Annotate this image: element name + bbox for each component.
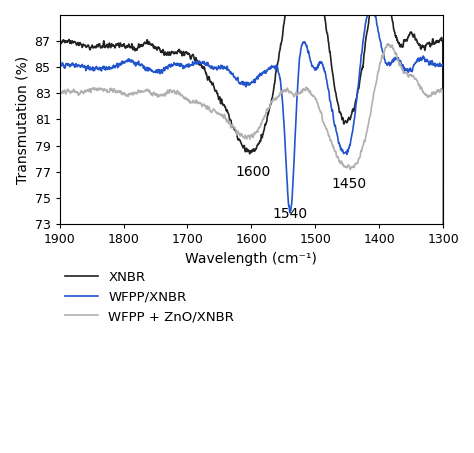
- XNBR: [186, 52, 191, 57]
- Line: WFPP + ZnO/XNBR: WFPP + ZnO/XNBR: [60, 43, 443, 453]
- WFPP/XNBR: [121, 60, 127, 65]
- WFPP + ZnO/XNBR: [223, 116, 229, 121]
- WFPP/XNBR: [186, 64, 191, 70]
- WFPP/XNBR: [266, 66, 272, 72]
- Text: 1540: 1540: [272, 207, 307, 221]
- XNBR: [258, 134, 264, 140]
- Legend: XNBR, WFPP/XNBR, WFPP + ZnO/XNBR: XNBR, WFPP/XNBR, WFPP + ZnO/XNBR: [60, 266, 239, 328]
- XNBR: [57, 418, 63, 423]
- XNBR: [121, 41, 127, 47]
- WFPP + ZnO/XNBR: [266, 106, 272, 111]
- Text: 1450: 1450: [331, 177, 366, 191]
- Line: XNBR: XNBR: [60, 0, 443, 420]
- Text: 1600: 1600: [235, 165, 270, 179]
- Line: WFPP/XNBR: WFPP/XNBR: [60, 7, 443, 453]
- WFPP + ZnO/XNBR: [186, 99, 191, 104]
- WFPP + ZnO/XNBR: [57, 450, 63, 453]
- Y-axis label: Transmutation (%): Transmutation (%): [15, 55, 29, 183]
- XNBR: [266, 108, 272, 113]
- WFPP + ZnO/XNBR: [385, 41, 391, 46]
- WFPP/XNBR: [223, 65, 229, 71]
- WFPP/XNBR: [108, 66, 113, 72]
- WFPP/XNBR: [440, 62, 446, 67]
- XNBR: [223, 107, 229, 112]
- WFPP + ZnO/XNBR: [258, 120, 264, 126]
- WFPP + ZnO/XNBR: [440, 450, 446, 453]
- XNBR: [440, 417, 446, 422]
- WFPP + ZnO/XNBR: [121, 90, 127, 96]
- WFPP + ZnO/XNBR: [108, 86, 113, 92]
- WFPP/XNBR: [369, 4, 374, 10]
- X-axis label: Wavelength (cm⁻¹): Wavelength (cm⁻¹): [185, 251, 317, 265]
- WFPP/XNBR: [258, 71, 264, 77]
- XNBR: [108, 45, 113, 50]
